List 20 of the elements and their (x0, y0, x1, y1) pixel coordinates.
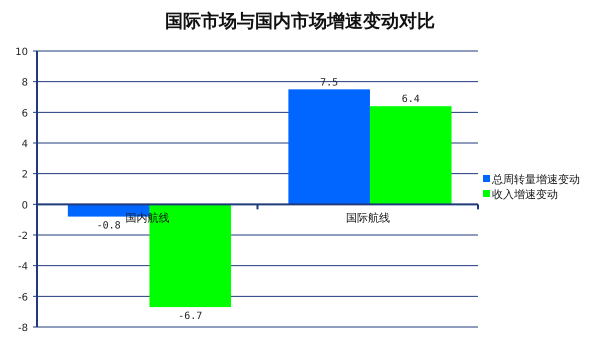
y-tick-label: 2 (22, 170, 28, 181)
y-tick-label: 8 (22, 78, 28, 89)
data-label: -0.8 (96, 220, 121, 232)
y-tick-label: 4 (22, 139, 28, 150)
y-tick-label: -4 (18, 262, 28, 273)
bar (370, 106, 452, 204)
y-tick-label: -6 (18, 292, 28, 304)
y-tick-label: 0 (22, 200, 28, 212)
x-tick-label: 国际航线 (346, 211, 390, 224)
legend-label: 收入增速变动 (492, 188, 558, 201)
y-tick-label: 10 (15, 47, 28, 58)
data-label: 6.4 (402, 94, 420, 106)
y-tick-label: 6 (22, 108, 28, 120)
data-label: -6.7 (178, 311, 202, 322)
legend-label: 总周转量增速变动 (491, 173, 580, 186)
bar (288, 89, 370, 204)
bar (149, 204, 232, 308)
y-tick-label: -8 (18, 323, 28, 334)
y-tick-label: -2 (18, 231, 28, 242)
chart-title: 国际市场与国内市场增速变动对比 (165, 11, 435, 32)
